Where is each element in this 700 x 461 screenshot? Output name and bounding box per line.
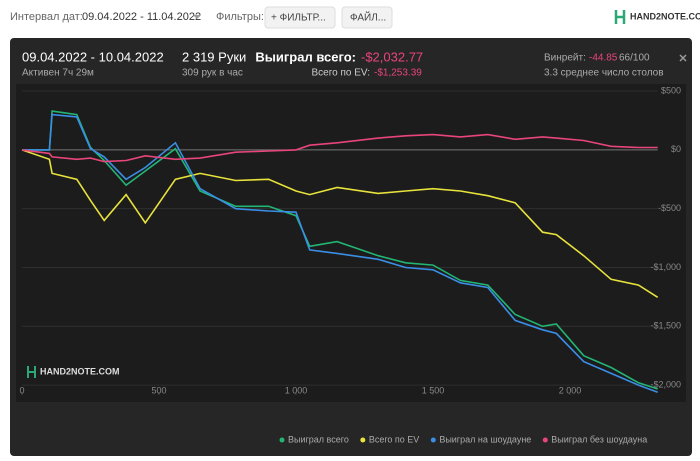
x-tick-label: 1 500 — [422, 385, 445, 395]
x-tick-label: 2 000 — [559, 385, 582, 395]
y-tick-label: -$500 — [658, 203, 681, 213]
y-tick-label: $500 — [661, 85, 681, 95]
legend-label: Выиграл всего — [288, 434, 349, 444]
y-tick-label: -$1,500 — [650, 321, 681, 331]
filter-button-text[interactable]: + ФИЛЬТР... — [271, 13, 326, 24]
dropdown-arrow[interactable] — [193, 15, 201, 19]
filter-button[interactable] — [264, 6, 336, 29]
won-label: Выиграл всего: — [255, 49, 356, 64]
period: 09.04.2022 - 10.04.2022 — [22, 49, 164, 64]
active: Активен 7ч 29м — [22, 68, 94, 79]
filters-label: Фильтры: — [216, 11, 264, 23]
file-button[interactable] — [341, 6, 393, 29]
logo: HAND2NOTE.COM — [630, 11, 700, 21]
winrate-value: -44.85 — [589, 53, 618, 64]
logo-icon — [614, 10, 626, 24]
hands: 2 319 Руки — [182, 49, 246, 64]
legend-dot — [279, 437, 285, 443]
watermark-icon — [27, 366, 36, 378]
per-hour: 309 рук в час — [182, 68, 243, 79]
x-tick-label: 0 — [19, 385, 24, 395]
legend-label: Выиграл без шоудауна — [551, 434, 647, 444]
series-line — [22, 113, 658, 393]
legend-label: Всего по EV — [369, 434, 419, 444]
legend-dot — [542, 437, 548, 443]
series-line — [21, 133, 658, 163]
legend-label: Выиграл на шоудауне — [439, 434, 531, 444]
watermark: HAND2NOTE.COM — [40, 366, 120, 376]
y-tick-label: $0 — [671, 144, 681, 154]
x-tick-label: 500 — [151, 385, 166, 395]
tables: 3.3 среднее число столов — [544, 68, 664, 79]
x-tick-label: 1 000 — [285, 385, 308, 395]
legend-dot — [430, 437, 436, 443]
y-tick-label: -$2,000 — [650, 379, 681, 389]
won-value: -$2,032.77 — [361, 49, 423, 64]
plot-area — [16, 84, 686, 402]
y-tick-label: -$1,000 — [650, 262, 681, 272]
ev-label: Всего по EV: — [311, 68, 370, 79]
ev-value: -$1,253.39 — [374, 68, 422, 79]
date-range[interactable]: 09.04.2022 - 11.04.2022 — [82, 11, 201, 23]
close-icon[interactable] — [679, 54, 687, 62]
winrate-label: Винрейт: — [544, 53, 586, 64]
file-button-text[interactable]: ФАЙЛ... — [350, 11, 386, 24]
series-line — [21, 149, 659, 298]
winrate-unit: 66/100 — [619, 53, 650, 64]
date-label: Интервал дат: — [10, 11, 83, 23]
legend-dot — [360, 437, 366, 443]
